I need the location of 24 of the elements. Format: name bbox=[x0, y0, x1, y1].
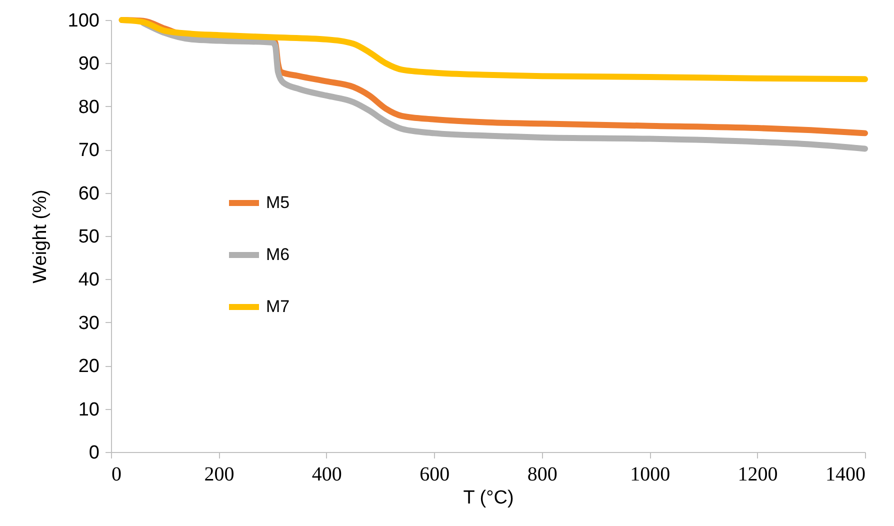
x-tick-label: 600 bbox=[420, 464, 450, 486]
x-tick-label: 800 bbox=[527, 464, 558, 486]
y-tick-label: 50 bbox=[78, 226, 100, 248]
x-tick-label: 400 bbox=[312, 464, 342, 486]
y-tick-label: 90 bbox=[78, 54, 100, 75]
y-tick-label: 20 bbox=[78, 356, 100, 378]
y-tick-label: 60 bbox=[78, 183, 100, 204]
y-tick-label: 10 bbox=[78, 399, 100, 420]
x-tick-label: 1000 bbox=[630, 464, 670, 486]
x-axis-title: T (°C) bbox=[463, 488, 514, 508]
y-tick-label: 100 bbox=[68, 10, 100, 32]
legend-label: M6 bbox=[266, 245, 290, 264]
x-tick-label: 1400 bbox=[826, 464, 866, 486]
y-tick-label: 80 bbox=[78, 96, 100, 118]
y-tick-label: 0 bbox=[88, 442, 100, 464]
y-axis-title: Weight (%) bbox=[30, 190, 51, 284]
y-tick-label: 70 bbox=[78, 140, 100, 162]
legend-label: M5 bbox=[266, 193, 290, 212]
y-tick-label: 30 bbox=[78, 312, 100, 334]
x-tick-label: 1200 bbox=[738, 464, 778, 486]
legend-label: M7 bbox=[266, 297, 290, 316]
x-tick-label: 200 bbox=[204, 464, 234, 486]
y-tick-label: 40 bbox=[78, 270, 100, 291]
x-tick-label: 0 bbox=[112, 464, 122, 486]
